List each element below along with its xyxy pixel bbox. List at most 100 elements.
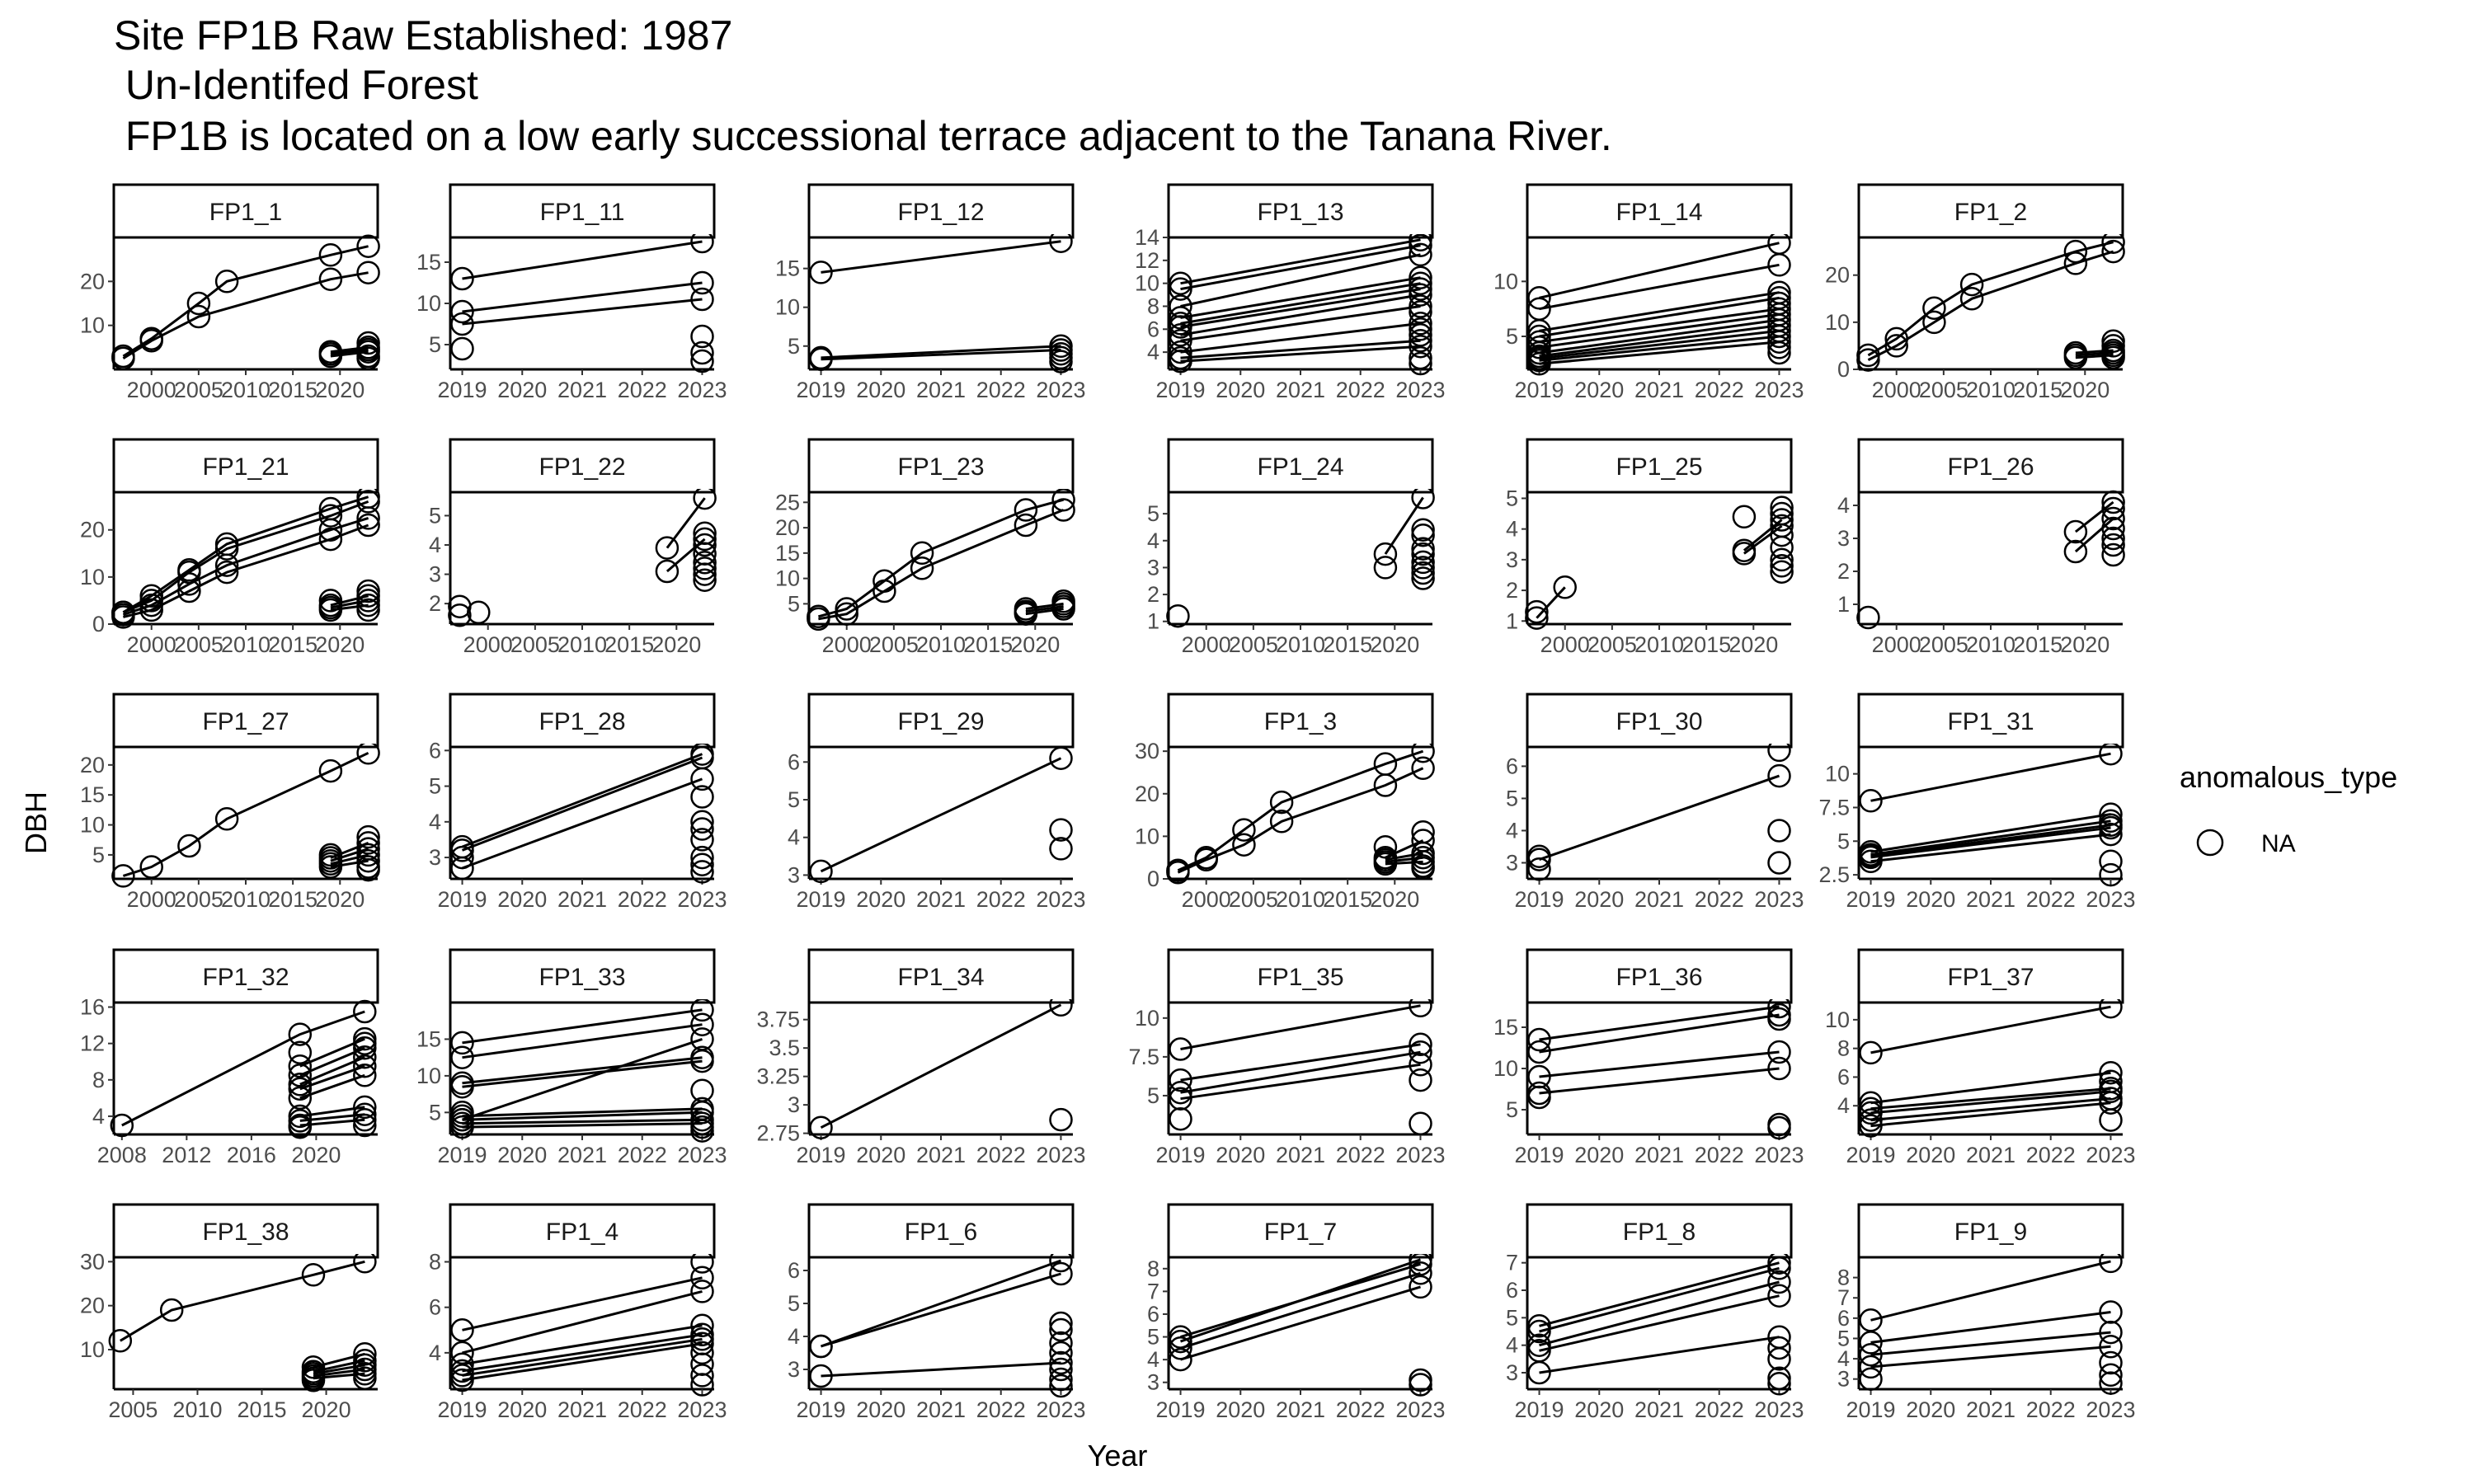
data-point xyxy=(1859,1101,1883,1125)
x-tick-label: 2016 xyxy=(227,1143,276,1167)
x-tick-label: 2022 xyxy=(976,378,1026,402)
data-point xyxy=(1411,756,1435,781)
data-point xyxy=(1411,556,1435,580)
x-tick-label: 2019 xyxy=(1846,1397,1896,1422)
data-point xyxy=(1856,605,1880,630)
data-point xyxy=(288,1064,313,1087)
facet-strip xyxy=(112,1203,379,1259)
data-point xyxy=(1014,513,1038,538)
y-tick-label: 4 xyxy=(1837,1093,1850,1118)
data-point xyxy=(690,1313,714,1338)
chart-title-line-2: Un-Identifed Forest xyxy=(114,62,478,108)
x-tick-label: 2021 xyxy=(916,887,966,912)
data-point xyxy=(111,605,135,629)
data-point xyxy=(1553,575,1577,599)
chart-title-line-3: FP1B is located on a low early successio… xyxy=(114,113,1612,159)
tree-series-line xyxy=(1025,605,1064,613)
x-tick-label: 2022 xyxy=(1695,378,1744,402)
facet-fp1-34: FP1_34 2.75 3 3.25 3.5 3.75 2019 2020 2021 2022 20… xyxy=(756,948,1085,1167)
x-tick-label: 2000 xyxy=(127,887,176,912)
data-point xyxy=(2101,533,2125,557)
y-tick-label: 4 xyxy=(1506,1333,1518,1358)
data-point xyxy=(353,1045,377,1069)
data-point xyxy=(2099,849,2123,874)
data-point xyxy=(690,1373,714,1397)
y-tick-label: 8 xyxy=(1837,1036,1850,1061)
tree-series-line xyxy=(820,1003,1062,1129)
tree-series-line xyxy=(1539,318,1780,355)
x-tick-label: 2020 xyxy=(2060,378,2109,402)
facet-strip xyxy=(449,438,716,494)
facet-strip xyxy=(1167,183,1434,239)
facet-strip-label: FP1_1 xyxy=(209,199,282,226)
x-tick-label: 2010 xyxy=(221,632,270,657)
x-tick-label: 2023 xyxy=(1395,1397,1445,1422)
y-tick-label: 3 xyxy=(1147,1370,1159,1395)
tree-series-line xyxy=(821,349,1061,361)
x-tick-label: 2020 xyxy=(1906,887,1955,912)
data-point xyxy=(2063,345,2088,369)
y-tick-label: 5 xyxy=(1506,1097,1518,1122)
data-point xyxy=(2101,345,2125,369)
data-point xyxy=(1373,542,1398,566)
tree-series-line xyxy=(1870,1260,2111,1322)
data-point xyxy=(1409,999,1432,1018)
tree-series-line xyxy=(462,1289,703,1355)
y-tick-label: 2 xyxy=(1147,582,1159,607)
y-tick-label: 0 xyxy=(92,612,105,636)
data-point xyxy=(2099,1300,2123,1324)
facet-data xyxy=(809,234,1073,373)
tree-series-line xyxy=(818,498,1064,618)
data-point xyxy=(693,562,717,586)
facet-strip-label: FP1_3 xyxy=(1264,708,1337,735)
data-point xyxy=(1049,818,1073,842)
data-point xyxy=(1409,1040,1432,1064)
data-point xyxy=(1767,763,1791,788)
data-point xyxy=(2063,519,2088,544)
data-point xyxy=(1411,566,1435,590)
x-tick-label: 2019 xyxy=(797,378,846,402)
x-tick-label: 2019 xyxy=(1515,887,1564,912)
x-tick-label: 2023 xyxy=(1754,1397,1804,1422)
x-tick-label: 2012 xyxy=(162,1143,211,1167)
x-tick-label: 2020 xyxy=(856,1397,905,1422)
tree-series-line xyxy=(1539,1261,1780,1327)
facet-strip-label: FP1_7 xyxy=(1264,1219,1337,1246)
data-point xyxy=(1859,849,1883,874)
x-tick-label: 2019 xyxy=(1515,1397,1564,1422)
facet-strip-label: FP1_26 xyxy=(1947,453,2034,481)
facet-fp1-8: FP1_8 34 56 7 2019 2020 2021 2022 2023 xyxy=(1506,1203,1804,1422)
tree-series-line xyxy=(1867,241,2114,357)
data-point xyxy=(1049,837,1073,861)
tree-series-line xyxy=(462,1008,703,1045)
y-tick-label: 4 xyxy=(1837,1346,1850,1371)
tree-series-line xyxy=(1539,1336,1780,1374)
tree-series-line xyxy=(1385,860,1423,866)
y-tick-label: 4 xyxy=(1147,340,1159,364)
data-point xyxy=(1770,547,1794,572)
data-point xyxy=(1767,330,1791,354)
data-point xyxy=(693,489,717,510)
data-point xyxy=(1409,1053,1432,1077)
data-point xyxy=(1409,1111,1432,1136)
data-point xyxy=(1859,1331,1883,1355)
facet-strip xyxy=(1167,438,1434,494)
facet-strip-label: FP1_33 xyxy=(539,964,625,991)
data-point xyxy=(1527,1333,1551,1357)
x-tick-label: 2021 xyxy=(916,378,966,402)
tree-series-line xyxy=(1870,1087,2111,1111)
data-point xyxy=(1049,1254,1073,1273)
y-tick-label: 10 xyxy=(1135,271,1159,296)
data-point xyxy=(356,513,380,538)
data-point xyxy=(1169,1329,1192,1354)
tree-series-line xyxy=(1870,1311,2111,1344)
data-point xyxy=(1409,265,1432,289)
data-point xyxy=(111,346,135,370)
data-point xyxy=(690,1280,714,1303)
data-point xyxy=(214,537,239,561)
x-tick-label: 2019 xyxy=(438,378,487,402)
y-tick-label: 6 xyxy=(1147,1302,1159,1327)
x-tick-label: 2022 xyxy=(618,1143,667,1167)
